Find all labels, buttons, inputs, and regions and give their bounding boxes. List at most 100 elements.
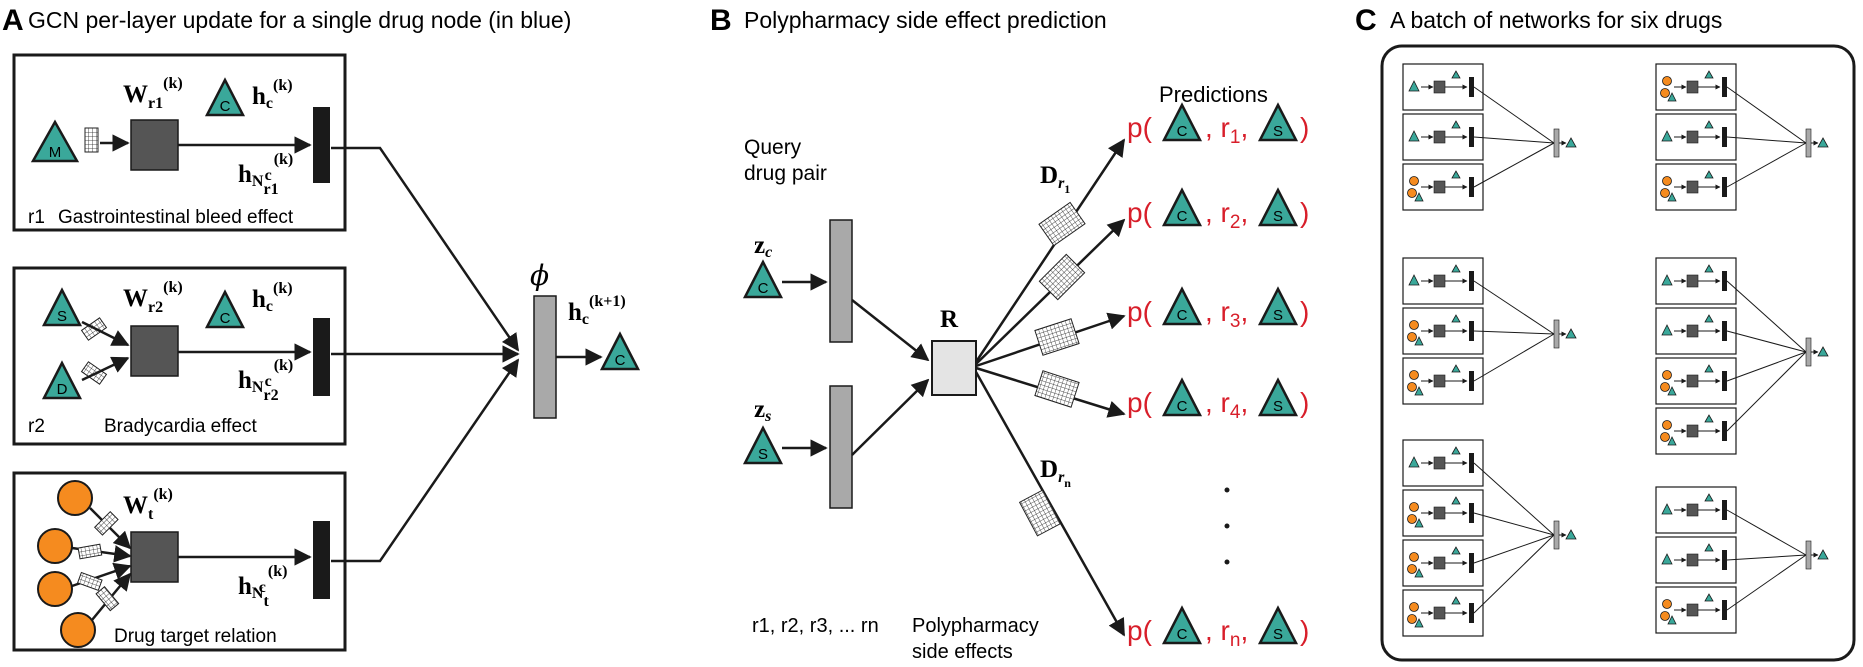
protein-node [1660,88,1670,98]
weight-matrix [1686,274,1699,288]
aggregator-bar [1469,453,1474,473]
triangle-node-c [204,289,246,329]
weight-matrix [1433,506,1446,520]
triangle-node-d [41,360,83,400]
relation-r2: r2 [28,416,45,437]
protein-node [1662,370,1672,380]
prediction-close: ) [1300,296,1309,327]
prediction-node-s: S [1273,123,1283,140]
panel-a: A GCN per-layer update for a single drug… [2,4,641,652]
h-n-label: hNr2c(k) [238,357,293,404]
triangle-node-s [1257,286,1299,326]
prediction-node-c: C [1177,398,1188,415]
combine-bar [533,295,557,419]
prediction-prefix: p( [1127,197,1153,228]
drug-node [1704,120,1714,129]
side-effects-label-line2: side effects [912,641,1013,663]
weight-label-t: Wt(k) [123,486,173,523]
aggregator-bar [1469,503,1474,523]
node-s-label: S [57,308,67,325]
prediction-row: p(C , rn, S) [1127,605,1309,651]
drug-network [1402,63,1577,211]
drug-node [1661,553,1673,565]
protein-node [37,571,73,607]
prediction-relation: , r2, [1205,197,1248,233]
triangle-node-c [1161,187,1203,227]
triangle-node-c [1161,605,1203,645]
prediction-close: ) [1300,112,1309,143]
drug-node [1408,274,1420,286]
drug-node [1451,314,1461,323]
prediction-node-s: S [1273,398,1283,415]
panel-b-title: Polypharmacy side effect prediction [744,7,1107,33]
batch-frame [1380,44,1856,662]
protein-node [1662,76,1672,86]
drug-node [1704,414,1714,423]
panel-b-letter: B [710,4,732,37]
decoder-matrix-icon [1018,489,1062,537]
triangle-node-c [1161,377,1203,417]
protein-node [1660,611,1670,621]
prediction-row: p(C , r3, S) [1127,286,1309,332]
drug-node [1451,546,1461,555]
caption-drug-target: Drug target relation [114,626,277,647]
drug-network [1655,63,1829,211]
drug-node [1661,324,1673,336]
aggregator-bar [1722,177,1727,197]
prediction-close: ) [1300,197,1309,228]
combine-bar [1553,128,1560,158]
panel-c-letter: C [1355,4,1377,37]
protein-node [1409,602,1419,612]
weight-matrix [1433,324,1446,338]
ellipsis-dot [1224,487,1230,493]
decoder-matrix-icon [1034,370,1080,408]
z-s-label: zs [754,396,771,425]
aggregator-bar [1722,321,1727,341]
drug-node [1451,170,1461,179]
weight-matrix [1433,180,1446,194]
combine-bar [1805,540,1812,570]
drug-node [1451,496,1461,505]
r-label: R [940,306,959,333]
weight-matrix [1686,324,1699,338]
aggregator-bar [313,107,330,183]
drug-node [1667,92,1677,102]
weight-matrix [1433,274,1446,288]
aggregator-bar [1469,77,1474,97]
query-label-line2: drug pair [744,162,827,185]
protein-node [1662,599,1672,609]
weight-matrix [1433,606,1446,620]
drug-node [1408,80,1420,92]
protein-node [60,612,96,648]
relation-matrix-icon [77,543,103,560]
prediction-prefix: p( [1127,615,1153,646]
aggregator-bar [1722,421,1727,441]
prediction-node-s: S [1273,626,1283,643]
triangle-node-c [1161,286,1203,326]
combine-bar [1553,520,1560,550]
drug-network [1655,486,1829,634]
drug-node [1704,543,1714,552]
weight-matrix [1686,374,1699,388]
protein-node [1409,320,1419,330]
drug-target-box: Wt(k) hNtc(k) Drug target relation [12,471,347,652]
drug-network [1655,257,1829,455]
triangle-node-m [30,119,80,163]
weight-matrix [1686,424,1699,438]
query-label-line1: Query [744,136,802,159]
drug-node [1817,137,1829,148]
prediction-node-c: C [1177,626,1188,643]
node-d-label: D [57,381,68,398]
prediction-prefix: p( [1127,387,1153,418]
protein-node [1662,420,1672,430]
predictions-label: Predictions [1159,82,1268,107]
drug-node [1414,386,1424,396]
relation-matrix-icon [84,127,99,153]
d-r1-label: Dr1 [1040,162,1070,196]
prediction-rows: p(C , r1, S) p(C , r2, S) p(C , r3, S) p(C , r4, S)… [1127,102,1309,651]
weight-matrix-r1 [130,119,179,171]
prediction-node-s: S [1273,208,1283,225]
weight-matrix [1433,456,1446,470]
h-c-label: hc(k) [252,280,293,315]
relation-matrix-icon [76,571,103,592]
